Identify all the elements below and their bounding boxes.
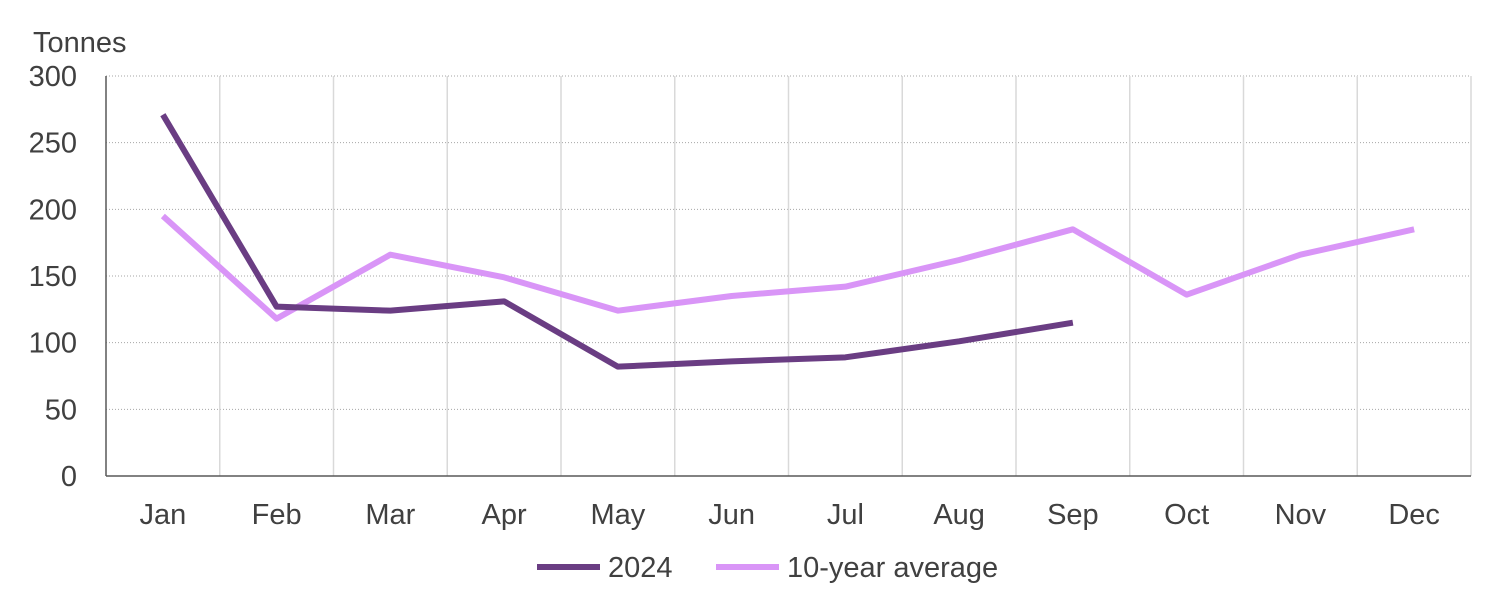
y-tick-label: 300	[29, 61, 77, 93]
series-layer	[160, 113, 1415, 370]
x-tick-label: Nov	[1275, 499, 1327, 531]
label-layer: 0 50 100 150 200 250 300 Jan Feb Mar Apr May Jun Jul A…	[29, 61, 1440, 531]
y-tick-label: 150	[29, 261, 77, 293]
x-tick-label: Jan	[139, 499, 186, 531]
x-tick-label: Dec	[1388, 499, 1440, 531]
x-tick-label: Sep	[1047, 499, 1099, 531]
x-tick-label: Jun	[708, 499, 755, 531]
legend: 2024 10-year average	[537, 552, 998, 584]
grid-layer	[106, 75, 1472, 476]
axis-layer	[105, 76, 1471, 477]
series-line-current-year	[160, 113, 1074, 370]
x-tick-label: Mar	[365, 499, 415, 531]
x-tick-label: Jul	[827, 499, 864, 531]
y-tick-label: 250	[29, 128, 77, 160]
x-tick-label: Apr	[482, 499, 527, 531]
y-tick-label: 200	[29, 194, 77, 226]
y-tick-label: 50	[45, 394, 77, 426]
y-tick-label: 0	[61, 461, 77, 493]
y-axis-title: Tonnes	[33, 27, 127, 59]
x-tick-label: Oct	[1164, 499, 1209, 531]
x-tick-label: May	[590, 499, 645, 531]
series-line-ten-year-average	[160, 213, 1415, 322]
y-tick-label: 100	[29, 328, 77, 360]
x-tick-label: Aug	[933, 499, 985, 531]
legend-label: 2024	[608, 552, 673, 584]
x-tick-label: Feb	[252, 499, 302, 531]
legend-label: 10-year average	[787, 552, 998, 584]
